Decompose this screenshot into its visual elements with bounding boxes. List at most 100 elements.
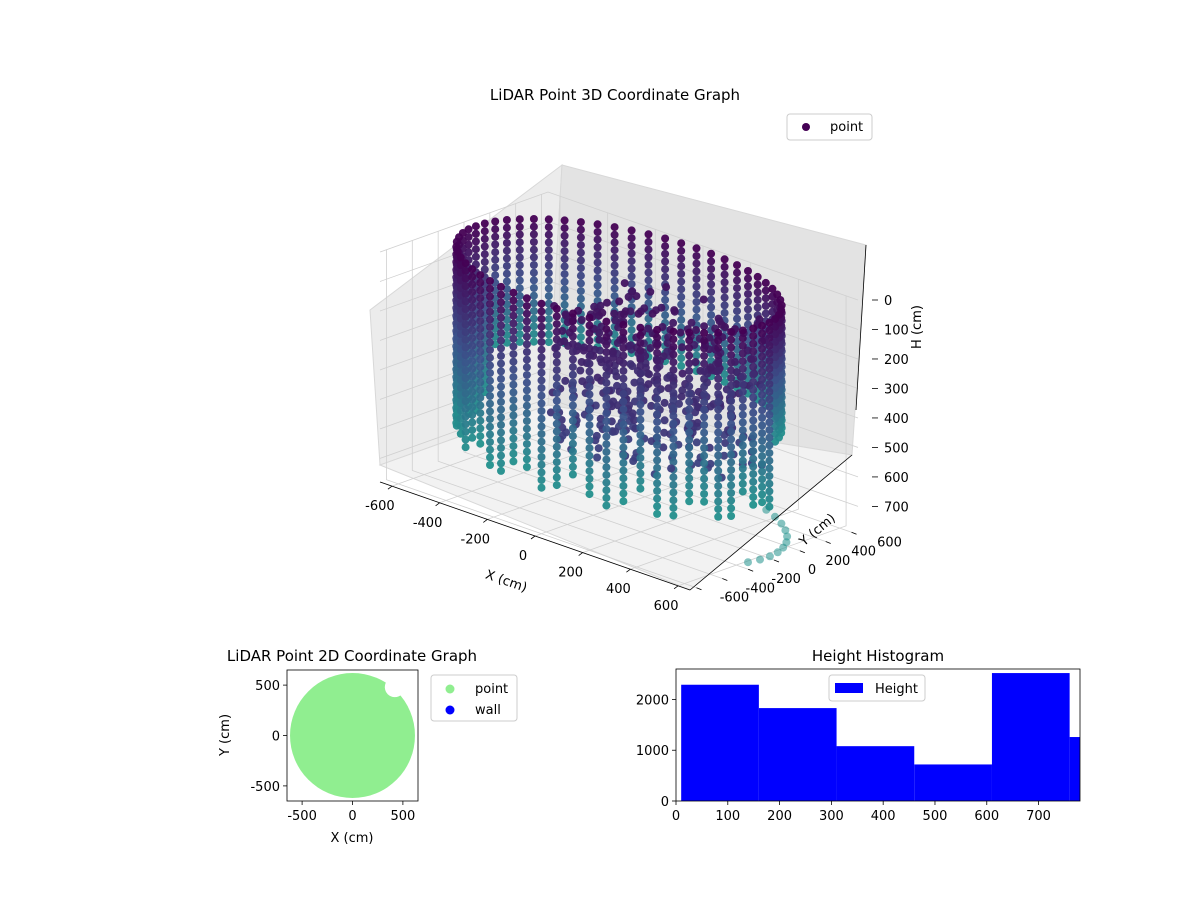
data-point-3d — [700, 474, 709, 483]
data-point-3d — [721, 439, 730, 447]
y-tick-label: 600 — [877, 535, 902, 550]
data-point-3d — [576, 218, 585, 227]
data-point-3d — [560, 216, 569, 225]
data-point-3d — [502, 254, 511, 263]
data-point-3d — [765, 433, 774, 442]
data-point-3d — [552, 450, 561, 459]
data-point-3d — [619, 497, 628, 506]
data-point-3d — [522, 409, 531, 418]
data-point-3d — [537, 483, 546, 492]
data-point-3d — [667, 464, 676, 473]
y-tick-label-hist: 1000 — [636, 744, 669, 759]
data-point-3d — [685, 428, 694, 437]
data-point-3d — [758, 383, 767, 392]
grid-line-x — [677, 295, 847, 587]
data-point-3d — [700, 336, 709, 345]
data-point-3d — [771, 437, 780, 446]
data-point-3d — [669, 442, 678, 451]
grid-line-z — [379, 191, 859, 301]
data-point-3d — [660, 398, 669, 407]
data-point-3d — [738, 341, 747, 350]
data-point-3d — [522, 355, 531, 364]
data-point-3d — [476, 432, 485, 441]
data-point-3d — [765, 552, 774, 561]
data-point-3d — [537, 315, 546, 323]
data-point-3d — [585, 421, 594, 430]
data-point-3d — [546, 408, 555, 417]
data-point-3d — [629, 457, 638, 465]
data-point-3d — [720, 255, 729, 264]
data-point-3d — [765, 395, 774, 404]
data-point-3d — [552, 404, 561, 413]
data-point-3d — [700, 413, 709, 422]
data-point-3d — [700, 398, 709, 406]
x-tick-label: -400 — [413, 516, 443, 531]
data-point-3d — [727, 450, 736, 459]
data-point-3d — [537, 407, 546, 415]
data-point-3d — [486, 430, 494, 439]
data-point-3d — [636, 377, 645, 386]
data-point-3d — [537, 338, 546, 346]
data-point-3d — [576, 271, 585, 280]
data-point-3d — [576, 248, 585, 257]
data-point-3d — [537, 391, 546, 400]
data-point-3d — [714, 390, 723, 399]
y-tick-mark — [722, 578, 728, 581]
data-point-3d — [529, 268, 538, 277]
data-point-3d — [529, 276, 538, 285]
data-point-3d — [509, 434, 518, 443]
data-point-3d — [602, 478, 611, 487]
data-point-3d — [771, 315, 780, 323]
data-point-3d — [691, 358, 700, 366]
data-point-3d — [486, 415, 494, 423]
data-point-3d — [765, 479, 774, 488]
histogram-plot-area — [681, 673, 1080, 801]
data-point-3d — [537, 330, 546, 339]
data-point-3d — [568, 424, 577, 433]
data-point-3d — [669, 327, 678, 336]
data-point-3d — [714, 436, 723, 445]
data-point-3d — [758, 436, 767, 445]
data-point-3d — [669, 388, 678, 397]
data-point-3d — [486, 346, 494, 354]
data-point-3d — [576, 366, 585, 375]
data-point-3d — [585, 398, 594, 407]
data-point-3d — [727, 404, 736, 413]
z-axis-line — [855, 244, 867, 411]
data-point-3d — [576, 241, 585, 250]
x-tick-label-hist: 500 — [923, 809, 948, 824]
data-point-3d — [644, 245, 653, 254]
data-point-3d — [653, 356, 662, 365]
data-point-3d — [644, 276, 653, 285]
data-point-3d — [756, 555, 764, 564]
chart-2d-title: LiDAR Point 2D Coordinate Graph — [227, 647, 477, 665]
data-point-3d — [685, 374, 694, 383]
data-point-3d — [476, 393, 485, 402]
histogram-ticks: 0 100 200 300 400 500 600 700 0 1000 2000 — [636, 693, 1051, 824]
data-point-3d — [727, 504, 736, 513]
y-tick-label-hist: 0 — [661, 795, 669, 810]
data-point-3d — [471, 252, 480, 261]
data-point-3d — [486, 422, 494, 431]
data-point-3d — [738, 410, 747, 419]
y-tick-mark — [799, 550, 805, 554]
data-point-3d — [758, 429, 767, 438]
data-point-3d — [461, 289, 470, 298]
data-point-3d — [560, 262, 569, 271]
data-point-3d — [765, 372, 774, 381]
data-point-3d — [522, 332, 531, 341]
data-point-3d — [765, 357, 774, 365]
data-point-3d — [611, 316, 620, 325]
data-point-3d — [602, 409, 611, 418]
data-point-3d — [685, 328, 694, 337]
data-point-3d — [509, 373, 518, 382]
data-point-3d — [486, 284, 494, 293]
data-point-3d — [522, 417, 531, 425]
data-point-3d — [781, 526, 790, 535]
data-point-3d — [661, 249, 670, 258]
data-point-3d — [552, 389, 561, 398]
data-point-3d — [509, 411, 518, 420]
data-point-3d — [602, 493, 611, 502]
z-tick-label: 400 — [884, 412, 909, 427]
data-point-3d — [602, 371, 611, 380]
